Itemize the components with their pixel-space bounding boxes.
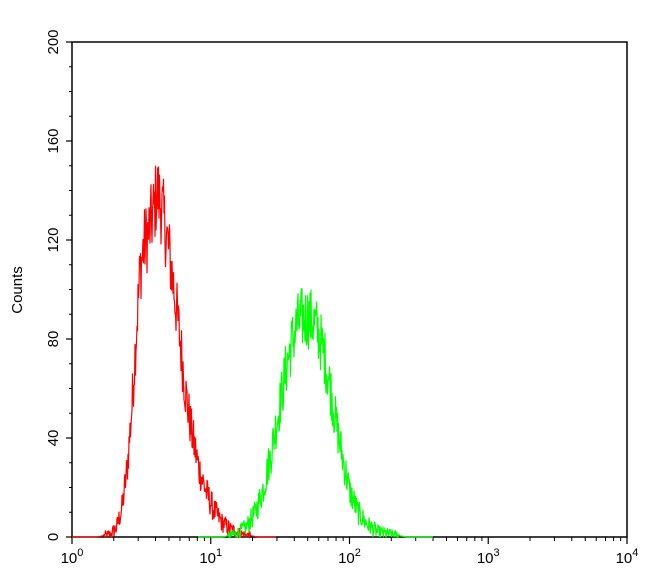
- y-tick-label: 160: [45, 128, 62, 153]
- y-axis-title: Counts: [9, 266, 26, 314]
- x-tick-label: 103: [477, 547, 500, 567]
- y-tick-label: 120: [45, 227, 62, 252]
- series-line-0: [72, 165, 276, 539]
- y-tick-label: 200: [45, 29, 62, 54]
- series-layer: [72, 165, 433, 539]
- x-axis-ticks: 100 101 102 103 104: [61, 537, 639, 567]
- x-tick-label: 100: [61, 547, 84, 567]
- y-tick-label: 0: [45, 533, 62, 541]
- x-tick-label: 101: [199, 547, 222, 567]
- series-line-1: [198, 288, 433, 539]
- y-tick-label: 40: [45, 430, 62, 447]
- y-axis-ticks: 0 40 80 120 160 200: [45, 29, 72, 541]
- x-tick-label: 104: [616, 547, 639, 567]
- x-tick-label: 102: [338, 547, 361, 567]
- y-tick-label: 80: [45, 331, 62, 348]
- plot-area: [71, 41, 628, 538]
